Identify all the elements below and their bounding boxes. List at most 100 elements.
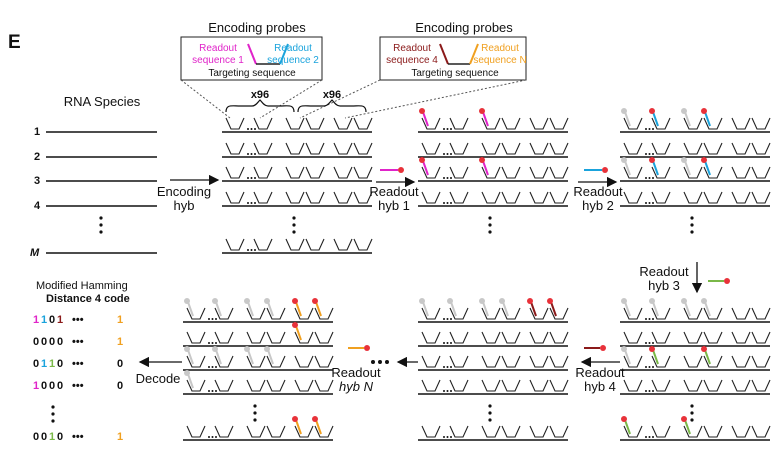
- probe-v: [294, 379, 314, 392]
- probe-v: [751, 191, 771, 204]
- ellipsis-dot: [446, 153, 449, 155]
- used-dot: [244, 298, 250, 304]
- ellipsis-dot: [254, 249, 256, 251]
- ellipsis-dot: [645, 318, 647, 320]
- used-dot: [621, 346, 627, 352]
- probe-v: [481, 166, 501, 179]
- probe-v: [683, 117, 703, 130]
- vertical-ellipsis-dot: [253, 418, 257, 422]
- probe-v: [703, 166, 723, 179]
- probe-v: [285, 238, 305, 251]
- probe-v: [549, 142, 569, 155]
- probe-v: [285, 191, 305, 204]
- ellipsis-dot: [446, 318, 449, 320]
- probe-v: [314, 331, 334, 344]
- probe-v: [623, 117, 643, 130]
- probe-v: [549, 379, 569, 392]
- probe-v: [623, 379, 643, 392]
- ellipsis-dot: [648, 177, 651, 179]
- probe-row: [222, 117, 373, 133]
- rna-row-1-label: 1: [34, 126, 40, 138]
- used-dot: [499, 298, 505, 304]
- probe-v: [731, 355, 751, 368]
- probe-v: [529, 307, 549, 320]
- probe-v: [285, 117, 305, 130]
- probe-right-readout-b-l1: Readout: [481, 43, 519, 54]
- ellipsis-dot: [250, 128, 253, 130]
- probe-v: [314, 379, 334, 392]
- probe-v: [501, 425, 521, 438]
- probe-v: [333, 117, 353, 130]
- readout-probe: [684, 301, 691, 317]
- probe-v: [481, 142, 501, 155]
- readout-probe: [704, 160, 711, 176]
- ellipsis-dot: [645, 202, 647, 204]
- ellipsis-dot: [215, 318, 217, 320]
- code-bit: 0: [41, 336, 47, 348]
- fluor-dot: [292, 416, 298, 422]
- step-readout1-l2: hyb 1: [378, 198, 410, 213]
- probe-v: [253, 191, 273, 204]
- vertical-ellipsis-dot: [292, 230, 296, 234]
- code-bit: 0: [33, 358, 39, 370]
- probe-row: [620, 416, 771, 441]
- probe-v: [214, 331, 234, 344]
- probe-v: [751, 331, 771, 344]
- ellipsis-dot: [443, 390, 445, 392]
- probe-v: [683, 425, 703, 438]
- probe-v: [266, 331, 286, 344]
- step-readout-hyb-4: Readout hyb 4: [575, 345, 625, 394]
- readout-probe: [704, 111, 711, 127]
- probe-row: [418, 142, 569, 158]
- used-dot: [681, 157, 687, 163]
- ellipsis-dot: [652, 177, 654, 179]
- used-dot: [264, 346, 270, 352]
- probe-v: [731, 117, 751, 130]
- probe-v: [651, 117, 671, 130]
- code-rows: 1 1 0 1 ••• 10 0 0 0 ••• 10 1 1 0 ••• 01 0 0 0 ••• 00 0 1 0 ••• 1: [33, 314, 123, 443]
- step-encoding-l2: hyb: [174, 198, 195, 213]
- vertical-ellipsis-dot: [253, 411, 257, 415]
- probe-v: [731, 307, 751, 320]
- probe-row: [418, 331, 569, 347]
- ellipsis-dot: [450, 202, 452, 204]
- probe-v: [703, 379, 723, 392]
- probe-v: [449, 117, 469, 130]
- used-dot: [212, 298, 218, 304]
- probe-v: [294, 307, 314, 320]
- readout-probe: [215, 349, 222, 365]
- readout-probe: [684, 160, 691, 176]
- code-bit: 0: [33, 431, 39, 443]
- readout-probe: [422, 111, 429, 127]
- readout-probe: [624, 160, 631, 176]
- probe-v: [703, 307, 723, 320]
- probe-row: [418, 355, 569, 371]
- ellipsis-dot: [215, 366, 217, 368]
- probe-v: [225, 166, 245, 179]
- fluor-dot: [479, 108, 485, 114]
- probe-v: [751, 117, 771, 130]
- probe-v: [421, 191, 441, 204]
- probe-left-targeting: Targeting sequence: [208, 68, 296, 79]
- code-bit: 1: [49, 431, 55, 443]
- probe-right-readout-b-l2: sequence N: [473, 55, 526, 66]
- ellipsis-dot: [208, 318, 210, 320]
- readout-probe: [652, 349, 659, 365]
- probe-v: [703, 331, 723, 344]
- probe-v: [253, 117, 273, 130]
- probe-v: [246, 425, 266, 438]
- probe-row: [183, 322, 334, 347]
- ellipsis-dot: [208, 390, 210, 392]
- probe-v: [449, 379, 469, 392]
- readout-probe: [624, 349, 631, 365]
- probe-v: [449, 307, 469, 320]
- probe-v: [186, 331, 206, 344]
- probe-v: [421, 117, 441, 130]
- probe-v: [651, 142, 671, 155]
- readout-probe: [530, 301, 537, 317]
- probe-v: [731, 166, 751, 179]
- code-bit: 0: [49, 314, 55, 326]
- used-dot: [621, 108, 627, 114]
- ellipsis-dot: [446, 436, 449, 438]
- ellipsis-dot: [450, 366, 452, 368]
